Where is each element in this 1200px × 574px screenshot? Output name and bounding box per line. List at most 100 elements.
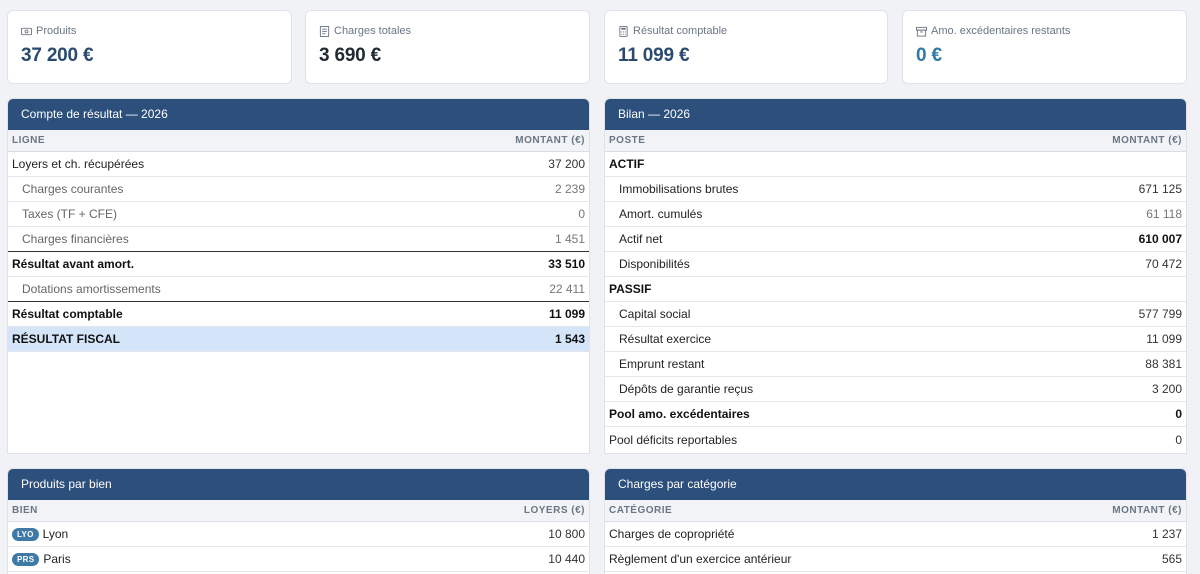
table-row: Emprunt restant 88 381: [605, 352, 1186, 377]
row-label: Lyon: [42, 527, 69, 541]
row-value: 0: [578, 207, 585, 221]
table-row: Charges de copropriété 1 237: [605, 522, 1186, 547]
row-label: Résultat avant amort.: [12, 257, 135, 271]
table-header: LIGNE MONTANT (€): [8, 130, 589, 152]
row-label: Actif net: [619, 232, 663, 246]
row-value: 10 800: [548, 527, 585, 541]
row-value: 565: [1161, 552, 1182, 566]
produits-par-bien-panel: Produits par bien BIEN LOYERS (€) LYO Ly…: [7, 468, 590, 574]
kpi-card-amortissements: Amo. excédentaires restants 0 €: [902, 10, 1187, 84]
row-label: Immobilisations brutes: [619, 182, 739, 196]
kpi-value: 0 €: [916, 45, 942, 66]
row-label: RÉSULTAT FISCAL: [12, 332, 120, 346]
row-value: 1 451: [554, 232, 585, 246]
kpi-card-resultat: Résultat comptable 11 099 €: [604, 10, 888, 84]
table-row: Charges courantes 2 239: [8, 177, 589, 202]
table-row: Charges financières 1 451: [8, 227, 589, 252]
row-value: 0: [1175, 407, 1182, 421]
table-row: Pool déficits reportables 0: [605, 427, 1186, 452]
row-label: Dépôts de garantie reçus: [619, 382, 754, 396]
table-header: BIEN LOYERS (€): [8, 500, 589, 522]
column-header-ligne: LIGNE: [12, 135, 46, 146]
panel-title: Compte de résultat — 2026: [8, 99, 589, 130]
kpi-label: Produits: [36, 25, 77, 37]
receipt-icon: [319, 25, 330, 37]
table-row: Résultat avant amort. 33 510: [8, 252, 589, 277]
row-value: 61 118: [1146, 207, 1182, 221]
row-label: Taxes (TF + CFE): [22, 207, 118, 221]
table-header: POSTE MONTANT (€): [605, 130, 1186, 152]
row-label: Loyers et ch. récupérées: [12, 157, 145, 171]
table-row: Dotations amortissements 22 411: [8, 277, 589, 302]
table-row: PRS Paris 10 440: [8, 547, 589, 572]
table-row: Résultat comptable 11 099: [8, 302, 589, 327]
row-label: ACTIF: [609, 157, 645, 171]
row-label: Résultat exercice: [619, 332, 712, 346]
row-label: Pool déficits reportables: [609, 432, 738, 447]
row-value: 671 125: [1138, 182, 1182, 196]
kpi-value: 37 200 €: [21, 45, 94, 66]
row-value: 22 411: [549, 282, 585, 296]
column-header-categorie: CATÉGORIE: [609, 505, 673, 516]
table-row: Résultat exercice 11 099: [605, 327, 1186, 352]
row-value: 3 200: [1151, 382, 1182, 396]
property-badge: LYO: [12, 527, 39, 541]
kpi-card-produits: Produits 37 200 €: [7, 10, 292, 84]
row-label: Paris: [43, 552, 71, 566]
table-row: Capital social 577 799: [605, 302, 1186, 327]
panel-title: Produits par bien: [8, 469, 589, 500]
column-header-montant: MONTANT (€): [515, 135, 585, 146]
table-row: Immobilisations brutes 671 125: [605, 177, 1186, 202]
row-value: 33 510: [548, 257, 585, 271]
row-value: 610 007: [1138, 232, 1182, 246]
row-value: 1 543: [554, 332, 585, 346]
row-value: 2 239: [554, 182, 585, 196]
row-label: Disponibilités: [619, 257, 690, 271]
kpi-label: Charges totales: [334, 25, 412, 37]
kpi-label: Résultat comptable: [633, 25, 728, 37]
row-value: 577 799: [1138, 307, 1182, 321]
row-value: 37 200: [548, 157, 585, 171]
row-value: 88 381: [1145, 357, 1182, 371]
row-value: 0: [1175, 432, 1182, 447]
kpi-label: Amo. excédentaires restants: [931, 25, 1071, 37]
table-row: Taxes (TF + CFE) 0: [8, 202, 589, 227]
property-badge: PRS: [12, 552, 40, 566]
section-header-actif: ACTIF: [605, 152, 1186, 177]
row-value: 11 099: [1146, 332, 1182, 346]
bilan-panel: Bilan — 2026 POSTE MONTANT (€) ACTIF Imm…: [604, 98, 1187, 454]
table-row: Pool amo. excédentaires 0: [605, 402, 1186, 427]
panel-title: Charges par catégorie: [605, 469, 1186, 500]
archive-icon: [916, 26, 927, 37]
compte-resultat-panel: Compte de résultat — 2026 LIGNE MONTANT …: [7, 98, 590, 454]
row-label: Pool amo. excédentaires: [609, 407, 750, 421]
calculator-icon: [619, 25, 628, 37]
row-label: Charges de copropriété: [609, 527, 735, 541]
kpi-value: 11 099 €: [618, 45, 690, 66]
table-row: Loyers et ch. récupérées 37 200: [8, 152, 589, 177]
table-row: Dépôts de garantie reçus 3 200: [605, 377, 1186, 402]
row-label: Charges financières: [22, 232, 129, 246]
column-header-montant: MONTANT (€): [1112, 505, 1182, 516]
table-row: Amort. cumulés 61 118: [605, 202, 1186, 227]
table-row: Actif net 610 007: [605, 227, 1186, 252]
table-row: Disponibilités 70 472: [605, 252, 1186, 277]
cash-icon: [21, 27, 32, 35]
column-header-loyers: LOYERS (€): [523, 505, 585, 516]
row-label: Charges courantes: [22, 182, 124, 196]
kpi-value: 3 690 €: [319, 45, 381, 66]
table-row-resultat-fiscal: RÉSULTAT FISCAL 1 543: [8, 327, 589, 352]
row-label: Règlement d'un exercice antérieur: [609, 552, 792, 566]
column-header-montant: MONTANT (€): [1112, 135, 1182, 146]
table-row: LYO Lyon 10 800: [8, 522, 589, 547]
column-header-poste: POSTE: [609, 135, 646, 146]
row-value: 70 472: [1145, 257, 1182, 271]
row-label: Résultat comptable: [12, 307, 123, 321]
row-value: 1 237: [1151, 527, 1182, 541]
table-row: Règlement d'un exercice antérieur 565: [605, 547, 1186, 572]
kpi-card-charges: Charges totales 3 690 €: [305, 10, 590, 84]
row-label: Emprunt restant: [619, 357, 705, 371]
row-value: 11 099: [548, 307, 585, 321]
row-label: PASSIF: [609, 282, 652, 296]
row-label: Capital social: [619, 307, 691, 321]
